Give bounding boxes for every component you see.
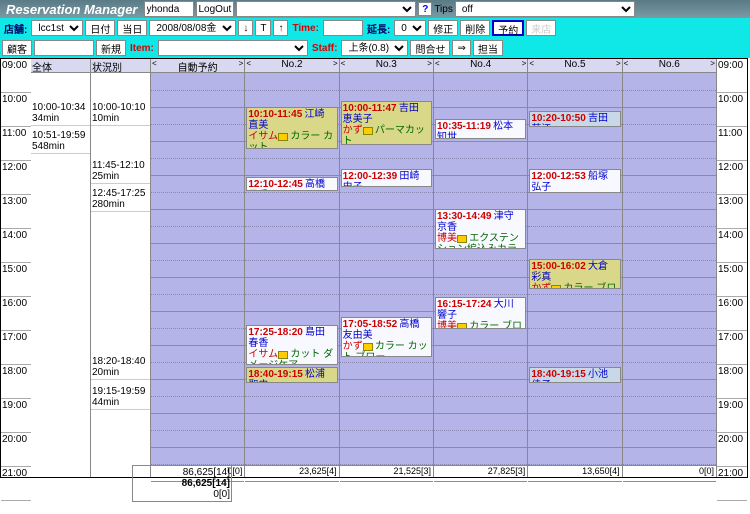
store-select[interactable]: lcc1st	[31, 20, 83, 36]
reservation-event[interactable]: 18:40-19:15 松浦 聖史イサム カット ブロー	[246, 367, 337, 383]
column-footer: 21,525[3]	[340, 465, 433, 477]
ext-label: 延長:	[365, 21, 392, 36]
item-label: Item:	[128, 43, 156, 54]
staff-label: Staff:	[310, 43, 340, 54]
logout-button[interactable]: LogOut	[196, 1, 235, 17]
staff-select[interactable]: 上条(0.8)	[341, 40, 408, 56]
date-select[interactable]: 2008/08/08金	[149, 20, 236, 36]
delete-button[interactable]: 削除	[460, 20, 490, 36]
tips-select[interactable]: off	[455, 1, 635, 17]
app-header: Reservation Manager LogOut ? Tips off	[0, 0, 750, 18]
column-footer: 13,650[4]	[528, 465, 621, 477]
visit-button[interactable]: 来店	[526, 20, 556, 36]
column-footer: 23,625[4]	[245, 465, 338, 477]
assign-button[interactable]: 担当	[473, 40, 503, 56]
col-overall: 全体 10:00-10:3434min10:51-19:59548min	[31, 59, 91, 477]
reservation-event[interactable]: 10:35-11:19 松本 知世博美 カット ブロー	[435, 119, 526, 139]
side-event[interactable]: 10:00-10:1010min	[91, 101, 150, 126]
help-icon[interactable]: ?	[418, 2, 432, 16]
side-event[interactable]: 10:51-19:59548min	[31, 129, 90, 154]
schedule-grid: 09:0010:0011:0012:0013:0014:0015:0016:00…	[0, 58, 748, 478]
toolbar: 店舗: lcc1st 日付 当日 2008/08/08金 ↓ T ↑ Time:…	[0, 18, 750, 58]
date-button[interactable]: 日付	[85, 20, 115, 36]
side-event[interactable]: 19:15-19:5944min	[91, 385, 150, 410]
column-footer: 0[0]	[623, 465, 716, 477]
customer-button[interactable]: 顧客	[2, 40, 32, 56]
reservation-event[interactable]: 16:15-17:24 大川 響子博美 カラー ブロー	[435, 297, 526, 329]
inquiry-button[interactable]: 問合せ	[410, 40, 450, 56]
reservation-event[interactable]: 12:10-12:45 高橋 君香イサム カット ブロー	[246, 177, 337, 191]
arrow-button[interactable]: ⇒	[452, 40, 470, 56]
today-button[interactable]: 当日	[117, 20, 147, 36]
col-no6: <No.6> 0[0]	[623, 59, 717, 477]
side-event[interactable]: 11:45-12:1025min	[91, 159, 150, 184]
column-footer: 27,825[3]	[434, 465, 527, 477]
col-auto: <自動予約> 0[0]	[151, 59, 245, 477]
side-event[interactable]: 10:00-10:3434min	[31, 101, 90, 126]
header-select[interactable]	[236, 1, 416, 17]
grid-body: 全体 10:00-10:3434min10:51-19:59548min 状況別…	[31, 59, 717, 477]
col-no3: <No.3> 10:00-11:47 吉田 恵美子かず パーマカット12:00-…	[340, 59, 434, 477]
item-select[interactable]	[158, 40, 308, 56]
time-axis-right: 09:0010:0011:0012:0013:0014:0015:0016:00…	[717, 59, 747, 477]
customer-input[interactable]	[34, 40, 94, 56]
reservation-event[interactable]: 18:40-19:15 小池 佳子かず シャンプーブロー	[529, 367, 620, 383]
reservation-event[interactable]: 17:05-18:52 高橋 友由美かず カラー カット ブロー	[341, 317, 432, 357]
app-title: Reservation Manager	[2, 2, 142, 17]
tips-label: Tips	[434, 4, 453, 15]
t-button[interactable]: T	[255, 20, 271, 36]
reservation-event[interactable]: 17:25-18:20 島田 春香イサム カット ダメージケア	[246, 325, 337, 365]
col-status: 状況別 10:00-10:1010min11:45-12:1025min12:4…	[91, 59, 151, 477]
side-event[interactable]: 18:20-18:4020min	[91, 355, 150, 380]
col-no4: <No.4> 10:35-11:19 松本 知世博美 カット ブロー13:30-…	[434, 59, 528, 477]
time-label: Time:	[290, 23, 321, 34]
user-field[interactable]	[144, 1, 194, 17]
side-event[interactable]: 12:45-17:25280min	[91, 187, 150, 212]
ext-select[interactable]: 0	[394, 20, 426, 36]
reservation-event[interactable]: 10:20-10:50 吉田 菊江かず シャンプーブロー	[529, 111, 620, 127]
col-no2: <No.2> 10:10-11:45 江崎 直美イサム カラー カット12:10…	[245, 59, 339, 477]
time-input[interactable]	[323, 20, 363, 36]
t-down-button[interactable]: ↓	[238, 20, 253, 36]
edit-button[interactable]: 修正	[428, 20, 458, 36]
t-up-button[interactable]: ↑	[273, 20, 288, 36]
reservation-event[interactable]: 10:10-11:45 江崎 直美イサム カラー カット	[246, 107, 337, 149]
time-axis-left: 09:0010:0011:0012:0013:0014:0015:0016:00…	[1, 59, 31, 477]
reserve-button[interactable]: 予約	[492, 20, 524, 36]
reservation-event[interactable]: 12:00-12:39 田崎 史子かず カット ブロー	[341, 169, 432, 187]
reservation-event[interactable]: 12:00-12:53 船塚 弘子かず アップorセット	[529, 169, 620, 193]
new-button[interactable]: 新規	[96, 40, 126, 56]
col-no5: <No.5> 10:20-10:50 吉田 菊江かず シャンプーブロー12:00…	[528, 59, 622, 477]
reservation-event[interactable]: 13:30-14:49 津守 京香博美 エクステンション編込みカラー	[435, 209, 526, 249]
store-label: 店舗:	[2, 21, 29, 36]
reservation-event[interactable]: 15:00-16:02 大倉 彩真かず カラー ブロー	[529, 259, 620, 289]
reservation-event[interactable]: 10:00-11:47 吉田 恵美子かず パーマカット	[341, 101, 432, 145]
totals-box: 86,625[14] 86,625[14] 0[0]	[132, 465, 232, 502]
